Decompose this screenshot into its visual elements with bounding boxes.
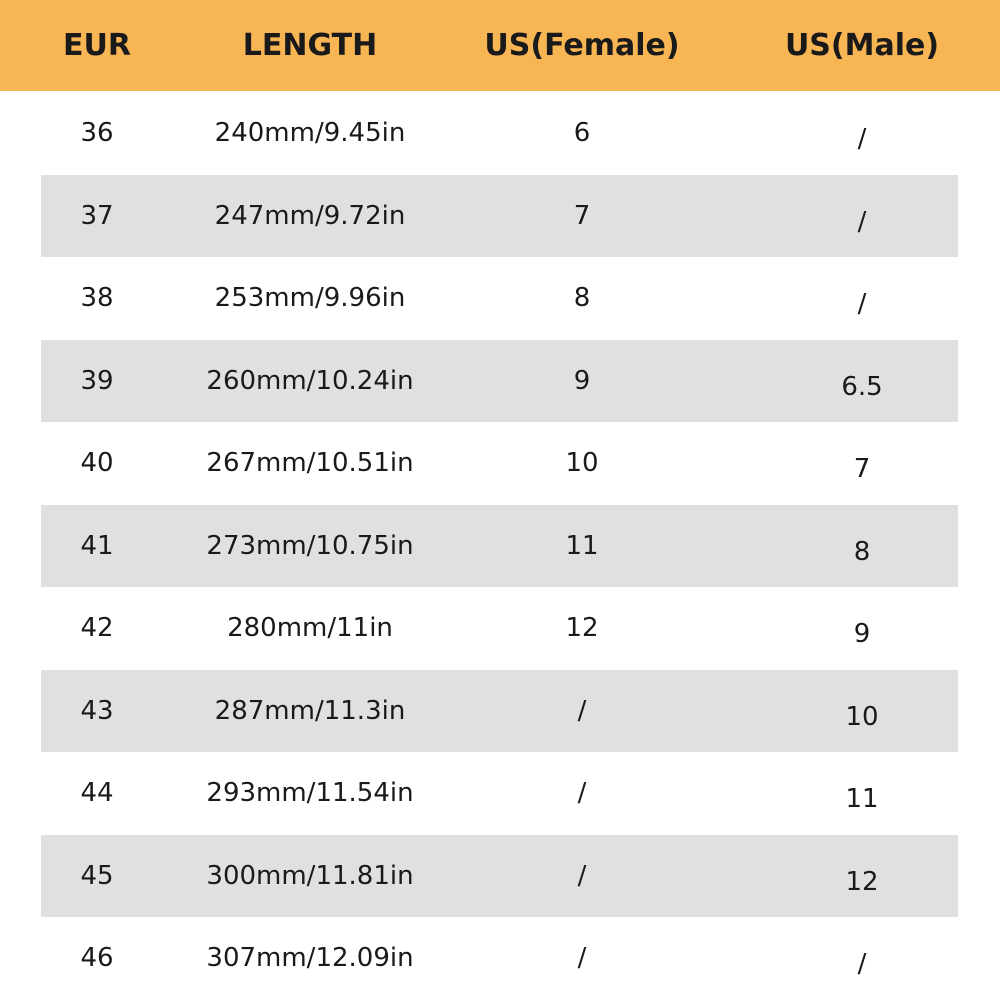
cell-eur: 46: [80, 943, 114, 973]
cell-eur: 38: [80, 283, 114, 313]
cell-us-female: 6: [573, 118, 591, 148]
cell-length: 293mm/11.54in: [206, 778, 414, 808]
table-row: 41 273mm/10.75in 11 8: [41, 504, 958, 587]
cell-us-male: /: [857, 949, 867, 979]
cell-us-female: /: [577, 943, 587, 973]
header-length: LENGTH: [242, 28, 378, 63]
table-row: 40 267mm/10.51in 10 7: [41, 422, 958, 504]
cell-length: 273mm/10.75in: [206, 530, 414, 561]
cell-length: 253mm/9.96in: [214, 283, 406, 313]
cell-length: 267mm/10.51in: [206, 448, 414, 478]
cell-us-female: /: [577, 695, 587, 726]
cell-eur: 40: [80, 448, 114, 478]
cell-eur: 39: [80, 365, 114, 396]
cell-us-female: 10: [565, 448, 599, 478]
cell-eur: 43: [80, 695, 114, 726]
table-row: 39 260mm/10.24in 9 6.5: [41, 339, 958, 422]
cell-eur: 44: [80, 778, 114, 808]
cell-us-female: 8: [573, 283, 591, 313]
cell-eur: 36: [80, 118, 114, 148]
header-us-male: US(Male): [784, 28, 940, 63]
cell-eur: 45: [80, 860, 114, 891]
cell-us-male: 7: [853, 454, 871, 484]
cell-length: 307mm/12.09in: [206, 943, 414, 973]
table-row: 42 280mm/11in 12 9: [41, 587, 958, 669]
table-row: 43 287mm/11.3in / 10: [41, 669, 958, 752]
cell-length: 287mm/11.3in: [214, 695, 406, 726]
cell-us-female: /: [577, 778, 587, 808]
cell-eur: 42: [80, 613, 114, 643]
cell-us-female: 11: [565, 530, 599, 561]
cell-us-male: 8: [853, 536, 871, 567]
table-row: 46 307mm/12.09in / /: [41, 917, 958, 999]
table-row: 36 240mm/9.45in 6 /: [41, 92, 958, 174]
cell-us-male: /: [857, 289, 867, 319]
table-row: 37 247mm/9.72in 7 /: [41, 174, 958, 257]
cell-us-male: 6.5: [841, 371, 883, 402]
cell-us-female: 9: [573, 365, 591, 396]
cell-length: 260mm/10.24in: [206, 365, 414, 396]
cell-us-male: 11: [845, 784, 879, 814]
header-eur: EUR: [63, 28, 131, 63]
table-header: EUR LENGTH US(Female) US(Male): [0, 0, 1000, 91]
cell-eur: 37: [80, 200, 114, 231]
table-row: 45 300mm/11.81in / 12: [41, 834, 958, 917]
cell-us-male: 9: [853, 619, 871, 649]
header-us-female: US(Female): [484, 28, 680, 63]
cell-length: 240mm/9.45in: [214, 118, 406, 148]
cell-length: 300mm/11.81in: [206, 860, 414, 891]
cell-us-female: /: [577, 860, 587, 891]
cell-us-male: 10: [845, 701, 879, 732]
cell-us-male: 12: [845, 866, 879, 897]
cell-us-male: /: [857, 124, 867, 154]
table-row: 38 253mm/9.96in 8 /: [41, 257, 958, 339]
cell-us-female: 7: [573, 200, 591, 231]
cell-length: 280mm/11in: [227, 613, 393, 643]
cell-us-female: 12: [565, 613, 599, 643]
table-row: 44 293mm/11.54in / 11: [41, 752, 958, 834]
cell-us-male: /: [857, 206, 867, 237]
cell-eur: 41: [80, 530, 114, 561]
cell-length: 247mm/9.72in: [214, 200, 406, 231]
